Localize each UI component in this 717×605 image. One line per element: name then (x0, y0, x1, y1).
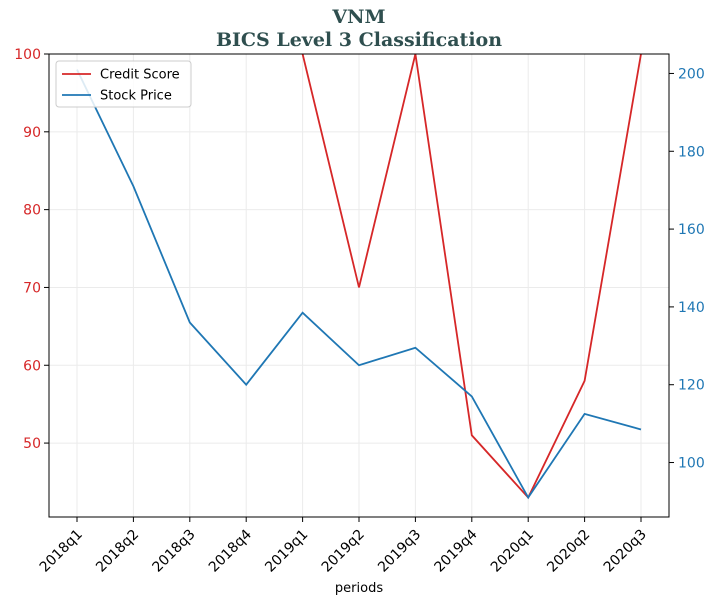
x-tick-label: 2019q3 (375, 527, 424, 576)
chart-title: VNM (331, 6, 385, 28)
y-left-tick-label: 60 (23, 358, 41, 374)
y-left-tick-label: 100 (14, 47, 41, 63)
x-axis-label: periods (335, 581, 383, 596)
x-tick-label: 2020q1 (488, 527, 537, 576)
y-axis-left: 50 60 70 80 90 100 (14, 47, 49, 452)
legend: Credit Score Stock Price (55, 60, 192, 108)
x-tick-label: 2018q1 (37, 527, 86, 576)
series-line-credit-score (301, 54, 642, 500)
x-tick-label: 2020q3 (601, 527, 650, 576)
y-right-tick-label: 100 (678, 456, 705, 472)
x-tick-label: 2019q4 (432, 526, 481, 575)
y-right-tick-label: 120 (678, 378, 705, 394)
y-right-tick-label: 200 (678, 66, 705, 82)
x-axis: 2018q1 2018q2 2018q3 2018q4 2019q1 2019q2 2019… (37, 517, 650, 576)
chart-subtitle: BICS Level 3 Classification (216, 29, 502, 51)
x-tick-label: 2018q4 (206, 526, 255, 575)
legend-label: Stock Price (100, 89, 172, 104)
y-right-tick-label: 180 (678, 144, 705, 160)
y-left-tick-label: 90 (23, 125, 41, 141)
x-tick-label: 2019q1 (262, 527, 311, 576)
x-tick-label: 2018q2 (93, 527, 142, 576)
y-axis-right: 100 120 140 160 180 200 (669, 66, 705, 472)
series-line-stock-price (76, 69, 642, 500)
legend-label: Credit Score (100, 68, 180, 83)
y-left-tick-label: 80 (23, 203, 41, 219)
y-left-tick-label: 70 (23, 280, 41, 296)
x-tick-label: 2018q3 (150, 527, 199, 576)
x-tick-label: 2019q2 (319, 527, 368, 576)
y-right-tick-label: 160 (678, 222, 705, 238)
y-right-tick-label: 140 (678, 300, 705, 316)
series-lines (76, 54, 642, 500)
y-left-tick-label: 50 (23, 436, 41, 452)
x-tick-label: 2020q2 (544, 527, 593, 576)
